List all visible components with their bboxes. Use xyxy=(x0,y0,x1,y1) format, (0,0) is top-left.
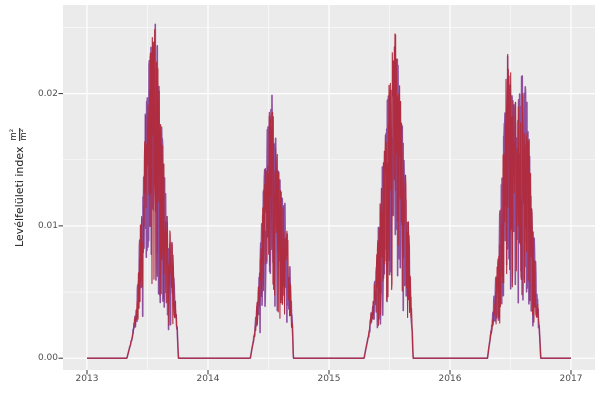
x-tick-label: 2013 xyxy=(75,374,99,384)
y-tick-label: 0.01 xyxy=(37,220,58,231)
y-tick-label: 0.02 xyxy=(37,88,58,99)
series-red-line xyxy=(86,29,572,359)
tick-marks xyxy=(58,93,572,375)
x-tick-label: 2014 xyxy=(196,374,220,384)
y-tick-label: 0.00 xyxy=(37,353,58,364)
x-tick-label: 2015 xyxy=(317,374,341,384)
grid-major xyxy=(63,5,595,370)
x-tick-label: 2017 xyxy=(559,374,583,384)
x-tick-label: 2016 xyxy=(438,374,462,384)
